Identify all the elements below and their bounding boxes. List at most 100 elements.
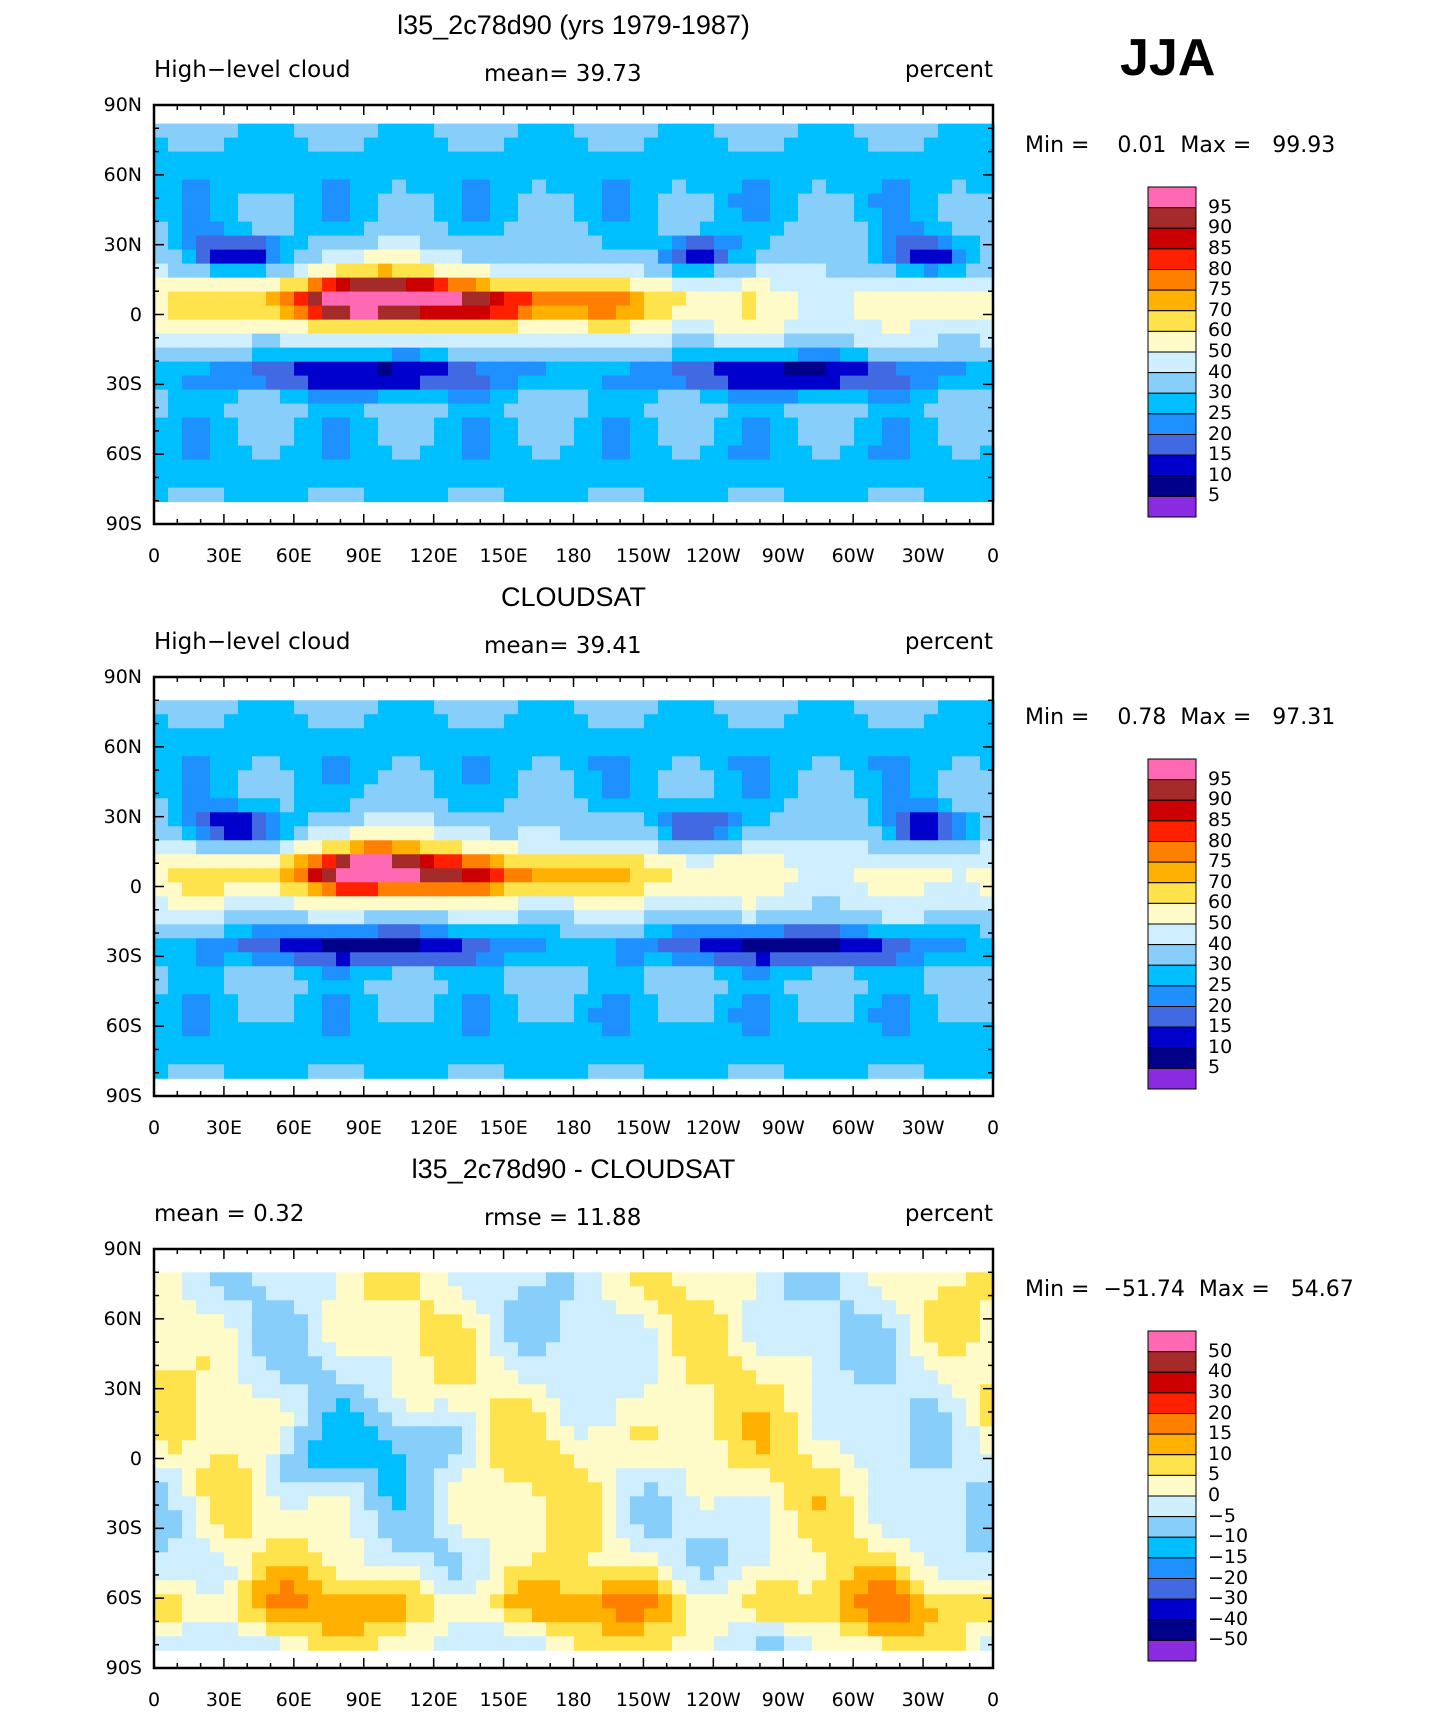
field-cell xyxy=(616,742,631,757)
field-cell xyxy=(420,1022,435,1037)
field-cell xyxy=(280,1272,295,1287)
field-cell xyxy=(938,1566,953,1581)
field-cell xyxy=(336,980,351,995)
field-cell xyxy=(966,1580,981,1595)
field-cell xyxy=(924,854,939,869)
field-cell xyxy=(476,1036,491,1051)
field-cell xyxy=(658,1552,673,1567)
field-cell xyxy=(476,994,491,1009)
field-cell xyxy=(630,277,645,293)
field-cell xyxy=(938,1064,953,1079)
field-cell xyxy=(462,882,477,897)
field-cell xyxy=(644,910,659,925)
field-cell xyxy=(616,1426,631,1441)
field-cell xyxy=(826,1356,841,1371)
field-cell xyxy=(714,966,729,981)
field-cell xyxy=(756,700,771,715)
field-cell xyxy=(280,347,295,363)
field-cell xyxy=(756,1022,771,1037)
field-cell xyxy=(238,966,253,981)
field-cell xyxy=(196,1454,211,1469)
field-cell xyxy=(952,1384,967,1399)
field-cell xyxy=(168,714,183,729)
field-cell xyxy=(196,1286,211,1301)
field-cell xyxy=(154,249,169,265)
field-cell xyxy=(630,123,645,139)
field-cell xyxy=(364,333,379,349)
field-cell xyxy=(378,896,393,911)
field-cell xyxy=(714,826,729,841)
field-cell xyxy=(224,1594,239,1609)
field-cell xyxy=(238,784,253,799)
field-cell xyxy=(714,1342,729,1357)
field-cell xyxy=(784,742,799,757)
field-cell xyxy=(434,151,449,167)
field-cell xyxy=(476,263,491,279)
field-cell xyxy=(784,1370,799,1385)
field-cell xyxy=(686,1510,701,1525)
field-cell xyxy=(322,333,337,349)
field-cell xyxy=(532,1566,547,1581)
field-cell xyxy=(336,1314,351,1329)
field-cell xyxy=(924,896,939,911)
field-cell xyxy=(924,1314,939,1329)
field-cell xyxy=(266,1524,281,1539)
field-cell xyxy=(210,784,225,799)
field-cell xyxy=(406,910,421,925)
field-cell xyxy=(854,151,869,167)
field-cell xyxy=(238,952,253,967)
field-cell xyxy=(294,1272,309,1287)
field-cell xyxy=(518,882,533,897)
field-cell xyxy=(294,728,309,743)
field-cell xyxy=(350,403,365,419)
field-cell xyxy=(588,882,603,897)
field-cell xyxy=(574,1384,589,1399)
field-cell xyxy=(434,1468,449,1483)
field-cell xyxy=(714,319,729,335)
field-cell xyxy=(924,1426,939,1441)
field-cell xyxy=(364,1300,379,1315)
field-cell xyxy=(308,770,323,785)
field-cell xyxy=(266,1412,281,1427)
field-cell xyxy=(784,305,799,321)
field-cell xyxy=(462,305,477,321)
field-cell xyxy=(952,742,967,757)
field-cell xyxy=(518,1496,533,1511)
field-cell xyxy=(812,473,827,489)
field-cell xyxy=(308,938,323,953)
field-cell xyxy=(476,1524,491,1539)
field-cell xyxy=(966,1496,981,1511)
field-cell xyxy=(462,1300,477,1315)
field-cell xyxy=(882,1050,897,1065)
field-cell xyxy=(350,1272,365,1287)
field-cell xyxy=(154,1398,169,1413)
field-cell xyxy=(812,966,827,981)
field-cell xyxy=(210,1370,225,1385)
field-cell xyxy=(532,1022,547,1037)
field-cell xyxy=(252,1050,267,1065)
field-cell xyxy=(546,417,561,433)
field-cell xyxy=(420,1552,435,1567)
field-cell xyxy=(504,770,519,785)
field-cell xyxy=(168,151,183,167)
field-cell xyxy=(518,714,533,729)
field-cell xyxy=(224,193,239,209)
field-cell xyxy=(420,1594,435,1609)
field-cell xyxy=(210,137,225,153)
field-cell xyxy=(518,1356,533,1371)
field-cell xyxy=(938,1510,953,1525)
field-cell xyxy=(196,994,211,1009)
field-cell xyxy=(294,910,309,925)
field-cell xyxy=(490,291,505,307)
field-cell xyxy=(462,1440,477,1455)
field-cell xyxy=(700,784,715,799)
field-cell xyxy=(910,389,925,405)
field-cell xyxy=(938,319,953,335)
field-cell xyxy=(756,798,771,813)
field-cell xyxy=(770,784,785,799)
field-cell xyxy=(560,221,575,237)
field-cell xyxy=(518,137,533,153)
field-cell xyxy=(588,137,603,153)
field-cell xyxy=(728,277,743,293)
field-cell xyxy=(658,770,673,785)
